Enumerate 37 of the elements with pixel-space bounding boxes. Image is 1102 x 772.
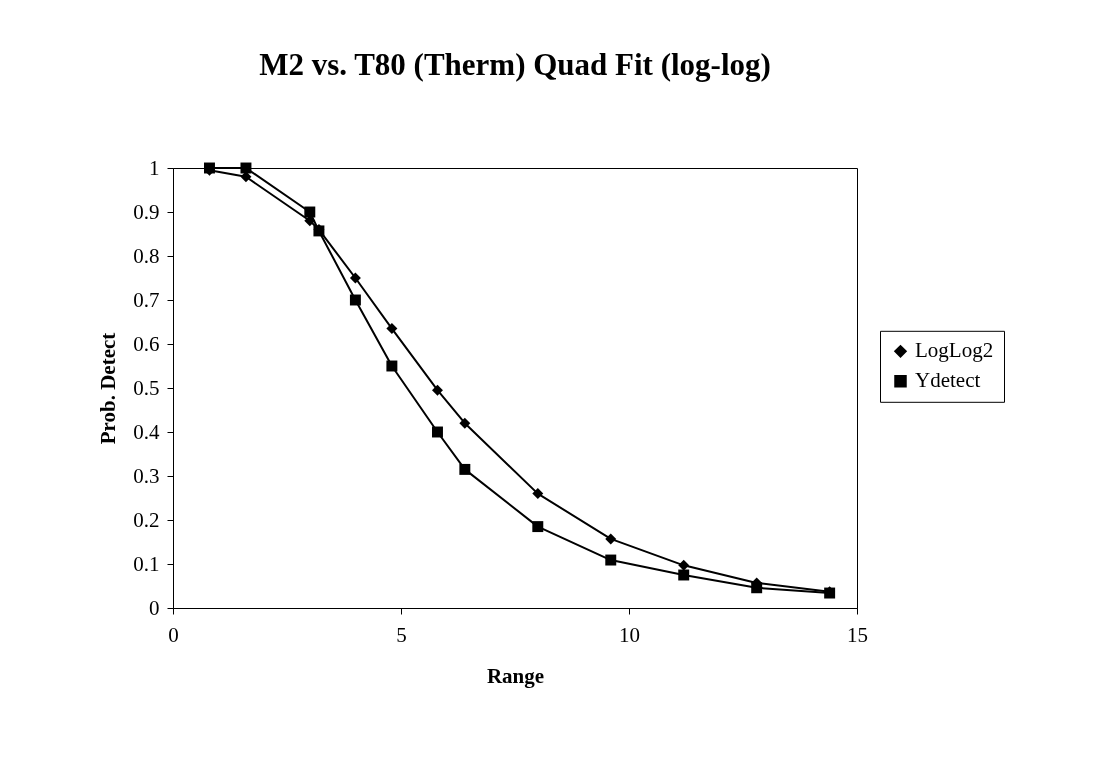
y-tick-label: 1	[149, 155, 160, 180]
y-tick-label: 0.1	[133, 551, 160, 576]
point	[349, 294, 361, 306]
point	[386, 323, 398, 335]
y-tick-label: 0.6	[133, 331, 160, 356]
x-tick-label: 0	[168, 622, 179, 647]
point	[432, 426, 443, 438]
point	[459, 417, 471, 429]
point	[349, 272, 361, 284]
point	[240, 162, 252, 174]
x-tick-label: 10	[619, 622, 640, 647]
point	[678, 559, 690, 571]
y-axis-title: Prob. Detect	[96, 332, 121, 445]
y-tick-label: 0.5	[133, 375, 160, 400]
x-tick-label: 5	[396, 622, 407, 647]
y-tick-label: 0.4	[133, 419, 160, 444]
y-tick-label: 0	[149, 595, 160, 620]
legend-label: Ydetect	[915, 368, 981, 393]
point	[605, 554, 617, 566]
legend-label: LogLog2	[915, 338, 994, 363]
point	[605, 533, 617, 545]
point	[304, 206, 316, 218]
y-tick-label: 0.9	[133, 199, 160, 224]
point	[532, 488, 544, 500]
point	[751, 582, 763, 594]
x-axis-title: Range	[486, 663, 545, 688]
y-tick-label: 0.2	[133, 507, 160, 532]
point	[386, 360, 398, 372]
y-tick-label: 0.8	[133, 243, 160, 268]
point	[532, 521, 544, 533]
point	[678, 569, 690, 581]
y-tick-label: 0.7	[133, 287, 160, 312]
point	[432, 384, 443, 396]
point	[459, 463, 471, 475]
y-tick-label: 0.3	[133, 463, 160, 488]
chart-title: M2 vs. T80 (Therm) Quad Fit (log-log)	[259, 47, 771, 82]
x-tick-label: 15	[847, 622, 868, 647]
